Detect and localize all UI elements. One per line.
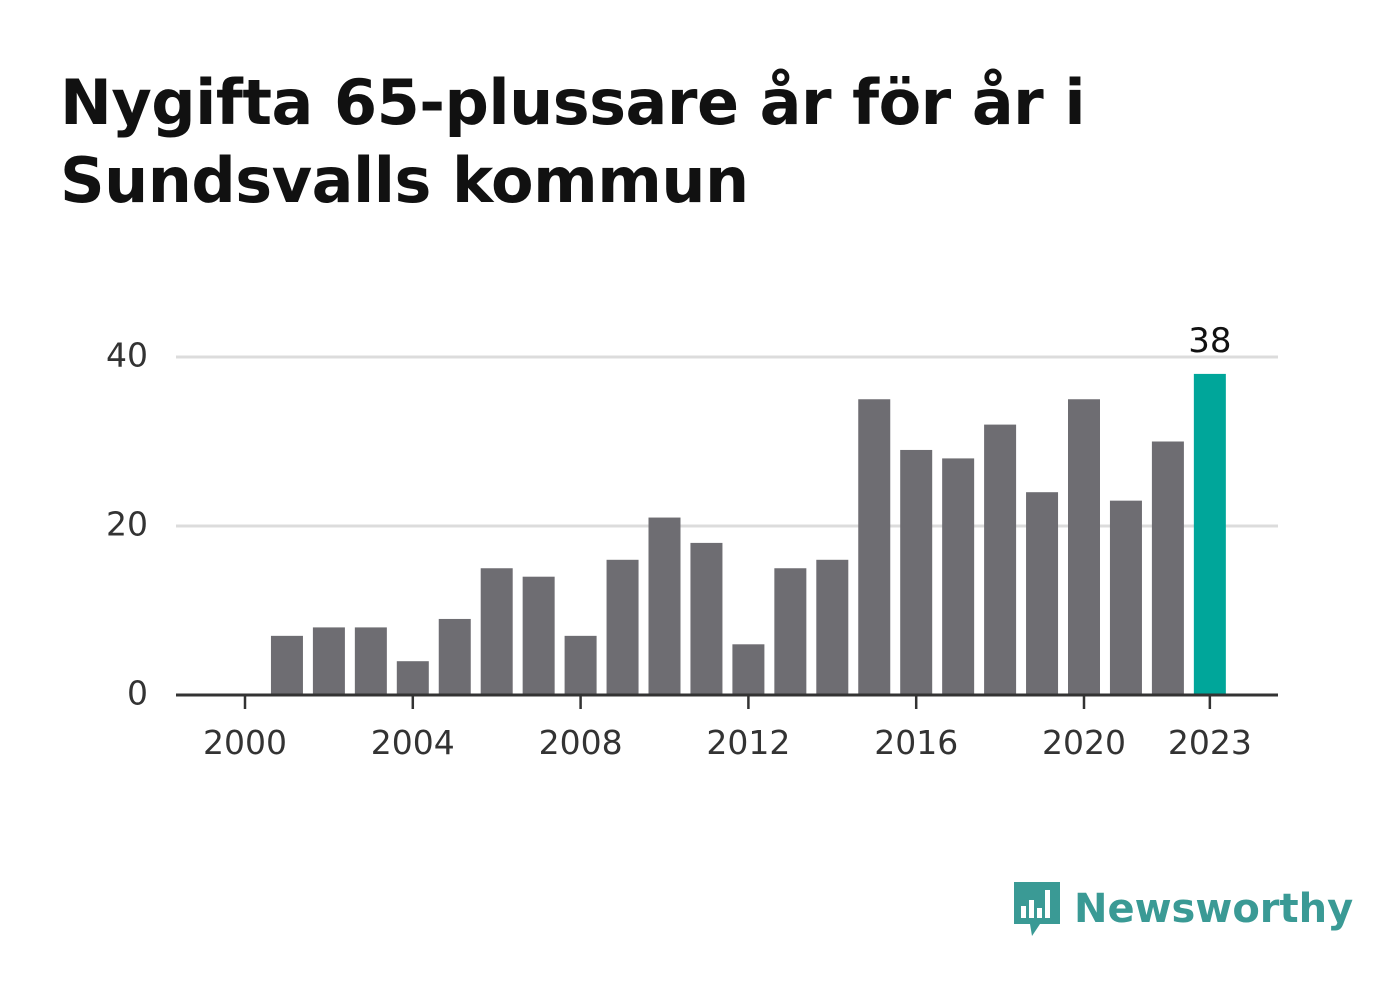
bar (312, 627, 345, 695)
bar (438, 618, 471, 695)
bar (1151, 441, 1184, 695)
bar (480, 568, 513, 695)
labels: 0 20 40 2000 2004 2008 2012 2016 2020 2023 38 (106, 321, 1252, 762)
y-tick-label: 0 (127, 674, 148, 713)
bar (396, 661, 429, 695)
bar (522, 576, 555, 695)
bar (816, 559, 849, 695)
bar (690, 542, 723, 695)
bar (942, 458, 975, 695)
bar (1026, 492, 1059, 695)
x-tick-label: 2004 (371, 723, 455, 762)
bar (1193, 373, 1226, 695)
bar (606, 559, 639, 695)
x-tick-label: 2016 (874, 723, 958, 762)
y-tick-label: 20 (106, 505, 148, 544)
bar (900, 449, 933, 695)
bar (984, 424, 1017, 695)
x-tick-label: 2000 (203, 723, 287, 762)
bar (858, 399, 891, 695)
bar (648, 517, 681, 695)
bar (354, 627, 387, 695)
bar (774, 568, 807, 695)
newsworthy-logo-icon (1014, 882, 1060, 936)
x-tick-label: 2020 (1042, 723, 1126, 762)
bar (564, 635, 597, 695)
newsworthy-logo: Newsworthy (1010, 876, 1353, 942)
bar (732, 644, 765, 695)
y-tick-label: 40 (106, 336, 148, 375)
brand-name: Newsworthy (1074, 886, 1354, 932)
data-label-2023: 38 (1188, 321, 1231, 361)
x-tick-label: 2008 (539, 723, 623, 762)
bar (270, 635, 303, 695)
x-tick-label: 2012 (706, 723, 790, 762)
chart-title: Nygifta 65-plussare år för år i Sundsval… (60, 66, 1086, 217)
x-tick-label: 2023 (1168, 723, 1252, 762)
bar (1068, 399, 1100, 695)
bar (1109, 500, 1142, 695)
bars (270, 373, 1226, 695)
axes (176, 693, 1278, 709)
